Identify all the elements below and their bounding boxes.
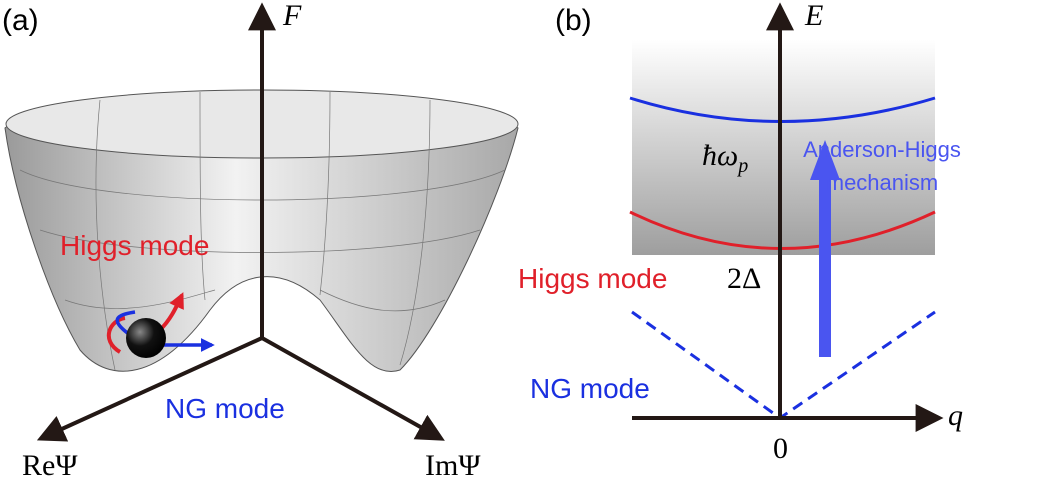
panel-b: (b) E q 0 ħωp 2Δ Higgs mode NG mode Ande… xyxy=(518,0,963,465)
plasma-main: ħω xyxy=(702,139,738,172)
higgs-label: Higgs mode xyxy=(60,230,209,261)
higgs-label: Higgs mode xyxy=(518,263,667,294)
gap-label: 2Δ xyxy=(727,262,761,295)
ng-dispersion xyxy=(632,312,935,418)
figure: (a) F ReΨ ImΨ Higgs mode NG mode (b) E q… xyxy=(0,0,1045,486)
axis-label: q xyxy=(948,399,963,432)
panel-label: (a) xyxy=(2,4,39,37)
panel-a: (a) F ReΨ ImΨ Higgs mode NG mode xyxy=(2,0,518,482)
mechanism-label: mechanism xyxy=(826,170,938,195)
axis-label: F xyxy=(282,0,302,32)
axis-label: ImΨ xyxy=(425,449,481,482)
mechanism-label: Anderson-Higgs xyxy=(803,137,961,162)
axis-label: ReΨ xyxy=(22,449,78,482)
axis-label: E xyxy=(804,0,823,32)
origin-label: 0 xyxy=(773,432,788,465)
plasma-sub: p xyxy=(736,155,748,177)
ball xyxy=(126,318,166,358)
ng-label: NG mode xyxy=(530,373,650,404)
panel-label: (b) xyxy=(555,4,592,37)
ng-label: NG mode xyxy=(165,393,285,424)
